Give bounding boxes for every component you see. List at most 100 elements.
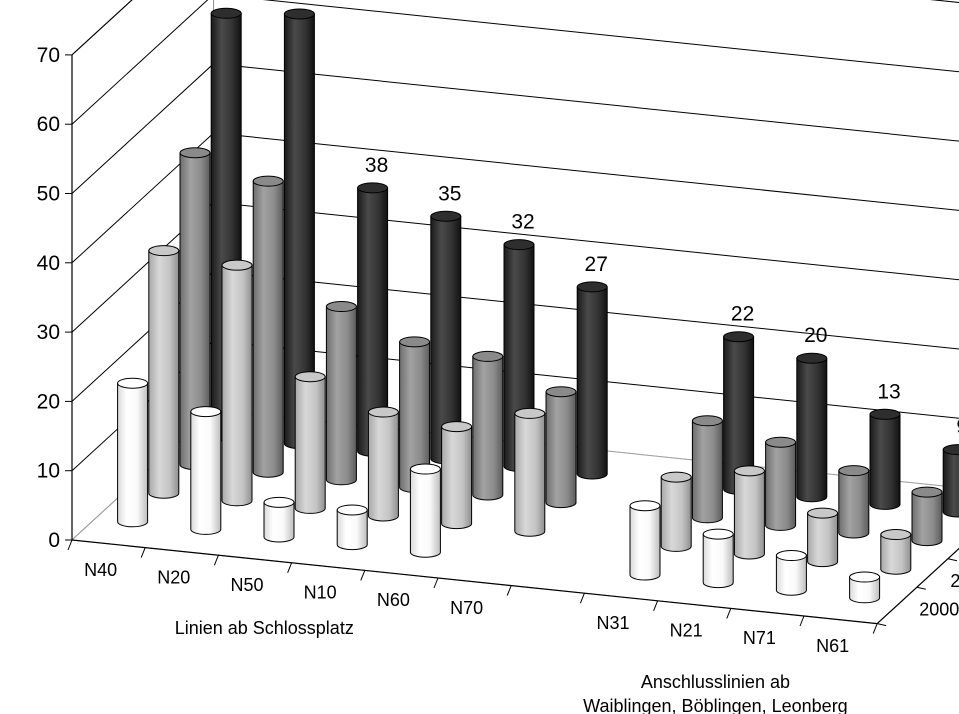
y-tick-label: 20 <box>37 390 60 413</box>
depth-label-2000: 2000 <box>919 600 959 620</box>
y-tick-label: 70 <box>37 44 60 67</box>
bar-top <box>441 421 473 433</box>
bar-top <box>514 407 546 419</box>
depth-axis-tick <box>916 586 926 590</box>
bar-body <box>148 250 180 499</box>
bar-N20-2001 <box>221 259 253 507</box>
data-label-N70: 27 <box>585 253 608 276</box>
bar-body <box>409 468 441 558</box>
bar-body <box>190 411 222 535</box>
bar-body <box>514 412 546 537</box>
bar-top <box>283 8 315 20</box>
bar-top <box>545 386 577 398</box>
bar-top <box>148 245 180 257</box>
bar-N50-2000 <box>263 496 295 543</box>
x-axis-tick <box>287 562 293 573</box>
bar-N21-2003 <box>796 352 828 503</box>
bar-top <box>775 550 807 562</box>
bar-N31-2002 <box>691 415 723 524</box>
bar-N70-2001 <box>514 407 546 537</box>
data-label-N21: 20 <box>804 324 827 347</box>
bar-body <box>252 180 284 478</box>
bar-top <box>807 507 839 519</box>
bar-body <box>733 470 765 560</box>
bar-top <box>576 281 608 293</box>
bar-N31-2000 <box>629 500 661 581</box>
y-tick-label: 60 <box>37 113 60 136</box>
bar-top <box>723 331 755 343</box>
bar-top <box>357 182 389 194</box>
bar-body <box>807 512 839 568</box>
bar-top <box>263 496 295 508</box>
bar-body <box>336 509 368 551</box>
bar-top <box>838 465 870 477</box>
data-label-N10: 35 <box>438 182 461 205</box>
x-axis-tick <box>433 577 439 589</box>
bar-top <box>221 259 253 271</box>
bar-body <box>775 555 807 596</box>
bar-N61-2003 <box>942 444 959 518</box>
bar-body <box>869 413 901 510</box>
x-axis-tick <box>506 585 512 596</box>
y-tick-label: 50 <box>37 183 60 206</box>
x-tick-label-N31: N31 <box>596 613 629 633</box>
x-axis-tick <box>579 593 585 604</box>
y-tick-label: 40 <box>37 252 60 275</box>
bar-top <box>409 463 441 475</box>
bar-N31-2001 <box>660 471 692 552</box>
bar-top <box>179 147 211 159</box>
x-tick-label-N40: N40 <box>84 560 117 580</box>
data-label-N31: 22 <box>731 303 754 326</box>
bars <box>117 7 959 604</box>
depth-axis-line <box>876 547 959 625</box>
bar-top <box>869 408 901 420</box>
x-axis-tick <box>360 570 366 581</box>
bar-top <box>796 352 828 364</box>
bar-N70-2002 <box>545 386 577 509</box>
bar-top <box>942 444 959 456</box>
bar-top <box>190 406 222 418</box>
bar-top <box>336 504 368 516</box>
bar-body <box>629 505 661 581</box>
bar-top <box>765 436 797 448</box>
group-label-1-0: Anschlusslinien ab <box>641 672 790 692</box>
data-label-N50: 38 <box>365 154 388 177</box>
bar-body <box>838 470 870 539</box>
bar-top <box>880 529 912 541</box>
bar-body <box>911 491 943 547</box>
data-label-N20: 62 <box>292 0 315 3</box>
bar-top <box>367 406 399 418</box>
bar-top <box>702 528 734 540</box>
x-tick-label-N20: N20 <box>157 567 190 587</box>
x-axis-line <box>71 539 878 625</box>
bar-top <box>629 500 661 512</box>
bar-body <box>441 426 473 530</box>
y-tick-label: 30 <box>37 321 60 344</box>
x-tick-label-N70: N70 <box>450 598 483 618</box>
gridline <box>71 0 959 56</box>
bar-top <box>294 371 326 383</box>
bar-N71-2001 <box>807 507 839 568</box>
bar-N20-2000 <box>190 406 222 535</box>
bar-top <box>472 350 504 362</box>
bar-top <box>325 301 357 313</box>
bar-N71-2000 <box>775 550 807 596</box>
gridline <box>71 0 959 125</box>
bar-N21-2002 <box>765 436 797 531</box>
x-axis-tick <box>799 615 805 627</box>
bar-N10-2001 <box>367 406 399 522</box>
bar-body <box>221 264 253 507</box>
bar-N60-2002 <box>472 350 504 501</box>
bar-N20-2002 <box>252 175 284 478</box>
bar-body <box>660 476 692 552</box>
bar-top <box>911 486 943 498</box>
data-label-N60: 32 <box>511 211 534 234</box>
x-axis-tick <box>726 608 732 619</box>
x-tick-label-N21: N21 <box>670 621 703 641</box>
bar-N61-2002 <box>911 486 943 547</box>
bar-N21-2001 <box>733 465 765 560</box>
bar-top <box>210 7 242 19</box>
bar-body <box>796 357 828 503</box>
bar-body <box>263 501 295 543</box>
